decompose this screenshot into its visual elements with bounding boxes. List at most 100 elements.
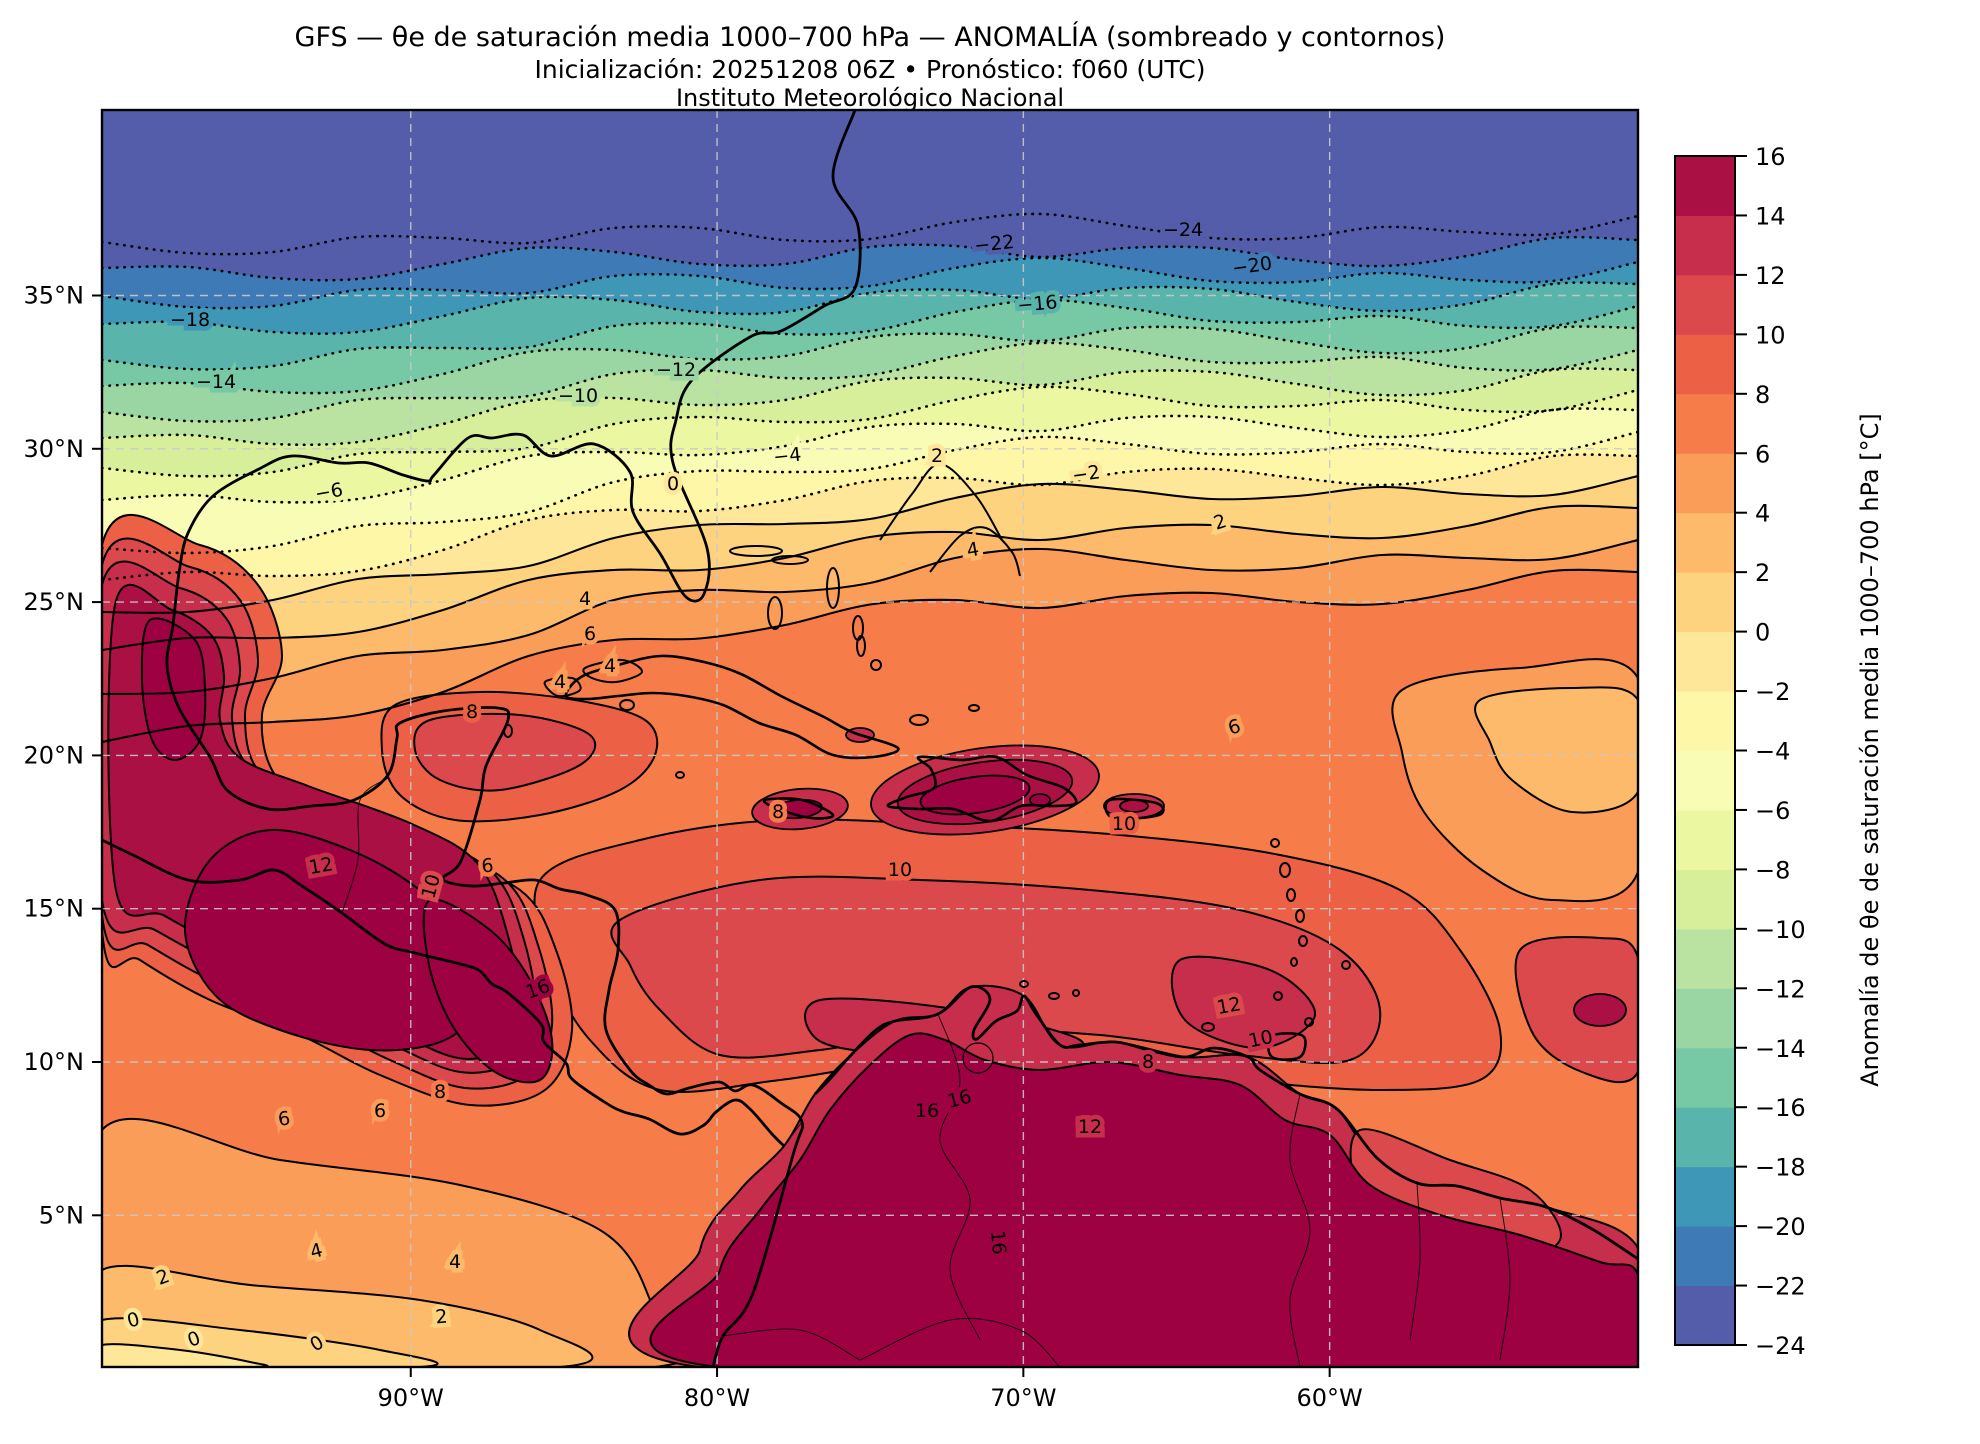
x-ticklabel-70°W: 70°W <box>990 1384 1056 1412</box>
colorbar-ticklabel-8: 8 <box>1755 381 1770 409</box>
colorbar-ticklabel-12: 12 <box>1755 262 1786 290</box>
contour-loop-3 <box>929 526 1021 577</box>
island-coastline-4 <box>1266 1032 1307 1061</box>
colorbar-band-11 <box>1675 631 1735 692</box>
contour-label-3: −16 <box>1017 291 1059 316</box>
colorbar-ticklabel-−22: −22 <box>1755 1273 1806 1301</box>
small-island-14 <box>1286 888 1296 902</box>
small-island-9 <box>619 699 635 711</box>
x-ticklabel-80°W: 80°W <box>684 1384 750 1412</box>
country-border-1 <box>937 1013 981 1341</box>
small-island-11 <box>675 771 685 779</box>
country-border-4 <box>1499 1197 1511 1361</box>
y-ticklabel-20°N: 20°N <box>24 741 85 769</box>
small-island-13 <box>1279 862 1291 878</box>
country-border-0 <box>341 777 389 914</box>
small-island-20 <box>1304 1017 1314 1027</box>
anomaly-core-2 <box>919 774 1031 816</box>
contour-loop-1 <box>543 676 582 698</box>
lake-maracaibo <box>962 1042 994 1074</box>
colorbar-ticklabel-−18: −18 <box>1755 1154 1806 1182</box>
contour-solid-4 <box>102 538 1638 696</box>
contour-loop-2 <box>879 462 1003 541</box>
colorbar-band-14 <box>1675 453 1735 514</box>
anomaly-region-22 <box>649 1032 1638 1367</box>
anomaly-region-5 <box>1170 955 1317 1050</box>
colorbar-band-5 <box>1675 988 1735 1049</box>
colorbar-band-2 <box>1675 1166 1735 1227</box>
colorbar-band-12 <box>1675 572 1735 633</box>
small-island-6 <box>870 659 882 671</box>
contour-label-17: 4 <box>554 671 566 693</box>
contour-label-9: −4 <box>772 444 802 469</box>
small-island-10 <box>503 724 513 738</box>
colorbar-band-13 <box>1675 512 1735 573</box>
contour-dotted--18 <box>102 281 1638 335</box>
colorbar-axis-label: Anomalía de θe de saturación media 1000–… <box>1856 413 1884 1087</box>
colorbar-ticklabel-14: 14 <box>1755 202 1786 230</box>
contour-loop-0 <box>582 658 643 684</box>
contour-label-23: 10 <box>1112 813 1136 835</box>
colorbar-ticklabel-−16: −16 <box>1755 1094 1806 1122</box>
country-border-5 <box>722 1328 861 1361</box>
contour-label-28: 12 <box>1078 1116 1102 1138</box>
colorbar-ticklabel-16: 16 <box>1755 143 1786 171</box>
colorbar-band-6 <box>1675 928 1735 989</box>
contour-solid-0 <box>102 474 1638 614</box>
small-island-5 <box>856 635 866 657</box>
contour-dotted--16 <box>102 298 1638 371</box>
contour-label-2: −22 <box>973 231 1015 257</box>
small-island-3 <box>826 567 840 609</box>
colorbar-band-0 <box>1675 1285 1735 1346</box>
contour-label-31: 16 <box>986 1229 1010 1255</box>
contour-label-16: 4 <box>604 655 616 677</box>
colorbar-band-16 <box>1675 334 1735 395</box>
contour-solid-2 <box>102 504 1638 652</box>
contour-label-39: 4 <box>449 1251 461 1273</box>
small-island-0 <box>729 545 783 557</box>
contour-label-25: 12 <box>1215 993 1243 1019</box>
country-border-6 <box>859 1317 1061 1367</box>
colorbar-band-4 <box>1675 1047 1735 1108</box>
colorbar-ticklabel-0: 0 <box>1755 619 1770 647</box>
colorbar-ticklabel-4: 4 <box>1755 500 1770 528</box>
contour-label-21: 8 <box>772 801 784 823</box>
contour-label-7: −10 <box>558 385 598 407</box>
map-frame <box>100 108 1640 1369</box>
contour-dotted--2 <box>102 453 1638 582</box>
y-ticklabel-15°N: 15°N <box>24 895 85 923</box>
colorbar-band-10 <box>1675 691 1735 751</box>
small-island-24 <box>1201 1022 1215 1032</box>
chart-title: GFS — θe de saturación media 1000–700 hP… <box>295 21 1446 53</box>
colorbar-ticklabel-10: 10 <box>1755 321 1786 349</box>
coastline-0 <box>165 110 862 1367</box>
colorbar: 16 14 12 10 8 6 4 2 0 −2 −4 −6 −8 −10 −12 −14 −16 −18 −20 −… <box>1674 143 1806 1360</box>
small-island-8 <box>968 704 980 712</box>
island-coastline-3 <box>1104 797 1165 821</box>
axis-ticks: 90°W 80°W 70°W 60°W35°N30°N25°N20°N15°N10°N… <box>24 281 1363 1412</box>
contour-label-19: 6 <box>584 623 596 645</box>
map-plot-area <box>102 110 1638 1367</box>
graticule-gridlines <box>102 110 1638 1367</box>
small-island-12 <box>1270 838 1280 848</box>
contour-dotted--20 <box>102 256 1638 310</box>
contour-label-10: −2 <box>1071 461 1102 487</box>
contour-label-20: 6 <box>480 855 494 878</box>
country-border-2 <box>1289 1093 1311 1367</box>
coastline-1 <box>102 838 785 1147</box>
contour-label-15: 4 <box>579 588 591 610</box>
y-ticklabel-35°N: 35°N <box>24 281 85 309</box>
y-ticklabel-5°N: 5°N <box>39 1201 84 1229</box>
small-island-15 <box>1295 909 1305 923</box>
contour-label-37: 8 <box>434 1081 446 1103</box>
colorbar-ticklabel-−10: −10 <box>1755 916 1806 944</box>
contour-dotted--6 <box>102 407 1638 504</box>
colorbar-ticklabel-−4: −4 <box>1755 738 1790 766</box>
y-ticklabel-25°N: 25°N <box>24 588 85 616</box>
colorbar-band-9 <box>1675 750 1735 811</box>
country-border-3 <box>1409 1182 1421 1341</box>
contour-dotted--24 <box>102 212 1638 256</box>
small-island-16 <box>1298 935 1308 947</box>
contour-label-11: 0 <box>667 473 679 495</box>
